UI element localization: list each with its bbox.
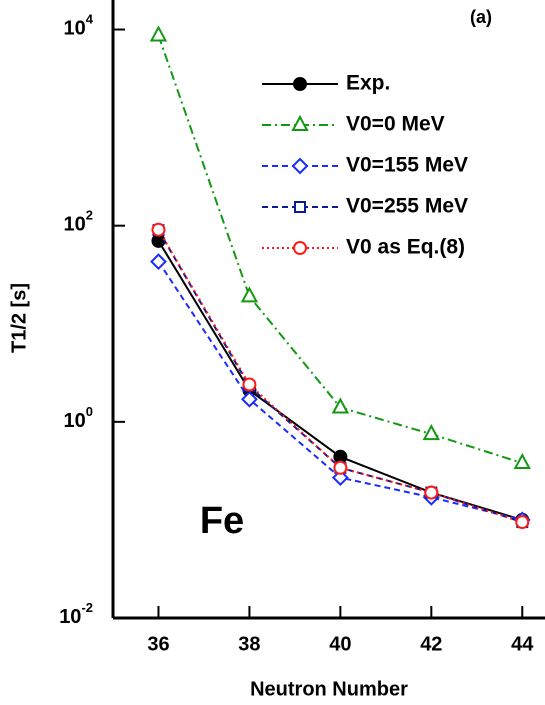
- y-tick-label: 104: [64, 12, 94, 40]
- y-tick-exponent: 0: [86, 404, 93, 419]
- legend-marker: [293, 77, 307, 91]
- x-tick-label: 38: [238, 633, 260, 655]
- legend-label: V0=0 MeV: [346, 113, 445, 136]
- y-tick-base: 10: [64, 214, 86, 236]
- panel-label: (a): [470, 7, 492, 27]
- legend-marker: [291, 157, 309, 175]
- legend-label: V0 as Eq.(8): [346, 236, 465, 259]
- point: [151, 222, 166, 237]
- point: [149, 25, 168, 42]
- point: [241, 390, 258, 408]
- y-tick-exponent: 2: [86, 208, 93, 223]
- x-tick-label: 44: [511, 633, 534, 655]
- y-tick-base: 10: [59, 606, 81, 628]
- x-axis-label: Neutron Number: [250, 678, 408, 700]
- y-tick-exponent: 4: [86, 12, 94, 27]
- legend-label: V0=155 MeV: [346, 154, 468, 177]
- y-tick-label: 102: [64, 208, 93, 236]
- point: [331, 397, 350, 414]
- x-tick-label: 40: [329, 633, 351, 655]
- point: [150, 253, 167, 271]
- point: [240, 286, 259, 303]
- element-label: Fe: [200, 500, 244, 542]
- y-tick-exponent: -2: [81, 600, 93, 615]
- point: [333, 460, 348, 475]
- y-tick-label: 100: [64, 404, 93, 432]
- point: [515, 515, 530, 530]
- x-tick-label: 36: [147, 633, 169, 655]
- y-tick-base: 10: [64, 410, 86, 432]
- y-axis-label: T1/2 [s]: [8, 283, 30, 353]
- y-tick-base: 10: [64, 18, 86, 40]
- legend-marker: [293, 241, 307, 255]
- legend-marker: [294, 201, 306, 213]
- point: [242, 377, 257, 392]
- y-tick-label: 10-2: [59, 600, 93, 628]
- legend-marker: [291, 114, 309, 131]
- point: [424, 485, 439, 500]
- legend-label: V0=255 MeV: [346, 195, 468, 218]
- x-tick-label: 42: [420, 633, 442, 655]
- point: [422, 423, 440, 441]
- point: [331, 469, 349, 487]
- point: [513, 452, 531, 470]
- legend-label: Exp.: [346, 72, 390, 95]
